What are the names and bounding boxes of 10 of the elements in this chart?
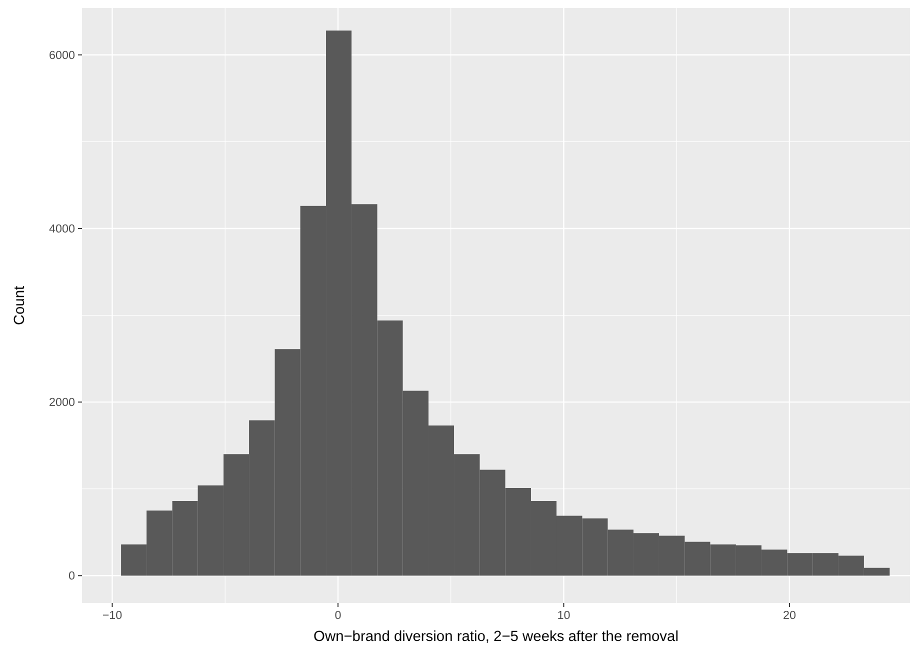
y-tick-label: 6000 — [48, 48, 76, 62]
x-axis-title: Own−brand diversion ratio, 2−5 weeks after the removal — [314, 629, 678, 645]
x-tick-label: 0 — [334, 609, 342, 622]
y-tick-label: 4000 — [48, 222, 76, 236]
x-tick-label: 10 — [557, 609, 571, 622]
x-tick-label: 20 — [782, 609, 796, 622]
y-tick-label: 0 — [68, 570, 76, 583]
x-tick-label: −10 — [102, 609, 123, 622]
y-tick-label: 2000 — [48, 396, 76, 410]
y-axis-title: Count — [12, 286, 28, 326]
